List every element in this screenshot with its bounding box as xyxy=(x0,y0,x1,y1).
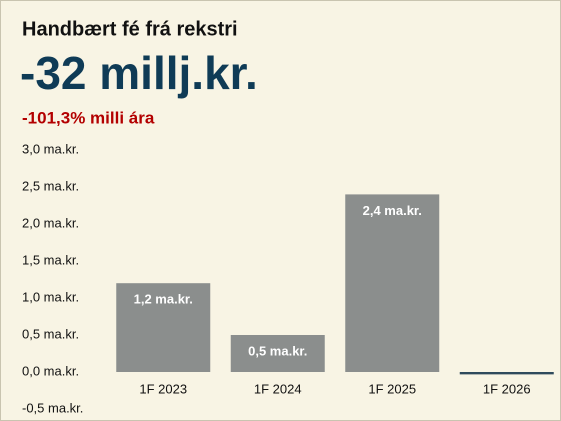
y-tick-label: 3,0 ma.kr. xyxy=(22,141,79,156)
x-tick-label: 1F 2026 xyxy=(483,381,531,396)
bar xyxy=(116,283,211,372)
headline: -32 millj.kr. xyxy=(20,47,258,99)
y-tick-label: 1,0 ma.kr. xyxy=(22,289,79,304)
y-tick-label: -0,5 ma.kr. xyxy=(22,400,83,415)
x-tick-label: 1F 2025 xyxy=(368,381,416,396)
bar xyxy=(345,194,440,372)
y-tick-label: 2,5 ma.kr. xyxy=(22,178,79,193)
y-tick-label: 1,5 ma.kr. xyxy=(22,252,79,267)
subtitle: -101,3% milli ára xyxy=(22,108,155,127)
y-tick-label: 2,0 ma.kr. xyxy=(22,215,79,230)
value-label: 0,5 ma.kr. xyxy=(248,343,307,358)
bar xyxy=(459,372,554,375)
chart-title: Handbært fé frá rekstri xyxy=(22,18,238,40)
value-label: 2,4 ma.kr. xyxy=(363,203,422,218)
y-tick-label: 0,5 ma.kr. xyxy=(22,326,79,341)
bar xyxy=(230,335,325,372)
x-tick-label: 1F 2023 xyxy=(139,381,187,396)
y-tick-label: 0,0 ma.kr. xyxy=(22,363,79,378)
x-tick-label: 1F 2024 xyxy=(254,381,302,396)
value-label: 1,2 ma.kr. xyxy=(134,292,193,307)
